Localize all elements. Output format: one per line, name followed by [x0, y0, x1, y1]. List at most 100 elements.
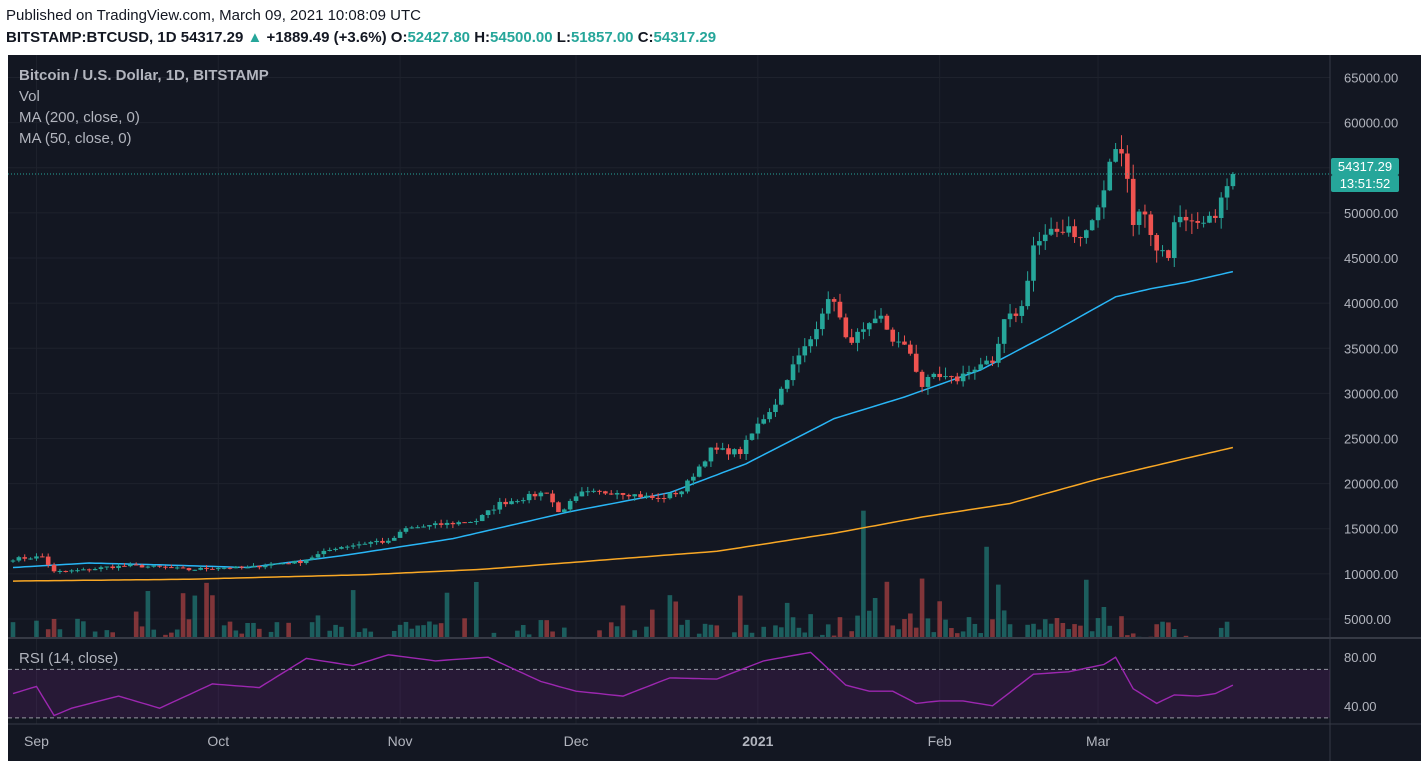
volume-bar [1101, 606, 1107, 637]
candle-body [104, 566, 110, 568]
volume-bar [491, 632, 497, 637]
candle-body [820, 313, 825, 330]
price-tick-label: 60000.00 [1344, 116, 1398, 131]
candle-body [872, 318, 878, 324]
volume-bar [415, 625, 420, 637]
candle-body [632, 494, 637, 497]
candle-body [755, 423, 761, 434]
volume-bar [743, 624, 749, 637]
candle-body [1166, 250, 1171, 258]
volume-bar [1001, 610, 1007, 637]
volume-bar [139, 626, 145, 637]
candle-body [978, 364, 984, 370]
volume-bar [350, 590, 356, 637]
legend-ma200[interactable]: MA (200, close, 0) [19, 109, 140, 126]
chart-frame[interactable]: 65000.0060000.0055000.0050000.0045000.00… [8, 55, 1421, 761]
volume-bar [1066, 629, 1071, 637]
candle-body [814, 329, 819, 340]
volume-bar [1054, 618, 1060, 637]
candle-body [409, 527, 415, 529]
volume-bar [673, 601, 679, 637]
volume-bar [192, 595, 198, 637]
candle-body [1083, 230, 1089, 238]
volume-bar [544, 620, 550, 637]
candle-body [192, 569, 198, 571]
candle-body [438, 523, 444, 525]
volume-bar [339, 626, 344, 637]
candle-body [1213, 215, 1218, 218]
candle-body [262, 565, 268, 568]
volume-bar [749, 632, 755, 637]
candle-body [92, 569, 98, 571]
volume-bar [890, 625, 896, 637]
candle-body [174, 567, 180, 569]
volume-bar [708, 624, 714, 637]
volume-bar [562, 627, 567, 637]
candle-body [151, 565, 157, 567]
volume-bar [714, 625, 720, 637]
candle-body [309, 557, 315, 560]
volume-bar [831, 635, 837, 637]
volume-bar [773, 625, 778, 637]
candle-body [573, 496, 579, 501]
last-price: 54317.29 [180, 29, 244, 46]
candle-body [732, 449, 737, 455]
volume-bar [884, 581, 890, 637]
candle-body [303, 559, 309, 564]
volume-bar [403, 621, 409, 637]
legend-rsi[interactable]: RSI (14, close) [19, 650, 119, 667]
price-chart-svg[interactable]: 65000.0060000.0055000.0050000.0045000.00… [8, 55, 1421, 761]
candle-body [749, 433, 755, 440]
candle-body [1177, 216, 1183, 223]
volume-bar [45, 629, 51, 637]
candle-body [802, 346, 808, 356]
candle-body [368, 542, 374, 544]
price-tick-label: 65000.00 [1344, 71, 1398, 86]
volume-bar [632, 630, 637, 637]
volume-bar [1166, 622, 1171, 637]
volume-bar [145, 591, 151, 637]
volume-bar [931, 632, 937, 637]
price-tick-label: 30000.00 [1344, 386, 1398, 401]
volume-bar [204, 582, 209, 637]
volume-bar [732, 632, 737, 637]
candle-body [1078, 237, 1083, 239]
candle-body [345, 546, 350, 548]
legend-ma50[interactable]: MA (50, close, 0) [19, 130, 132, 147]
candle-body [673, 492, 679, 495]
volume-bar [861, 510, 866, 637]
volume-bar [1042, 619, 1048, 637]
price-tick-label: 20000.00 [1344, 477, 1398, 492]
candle-body [180, 567, 186, 569]
symbol-name[interactable]: BITSTAMP:BTCUSD, 1D [6, 29, 177, 46]
candle-body [403, 528, 409, 532]
candle-body [743, 439, 749, 455]
candle-body [767, 412, 772, 420]
candle-body [708, 447, 714, 462]
high-label: H: [474, 29, 491, 46]
legend-vol[interactable]: Vol [19, 88, 40, 105]
open-value: 52427.80 [407, 29, 471, 46]
candle-body [391, 537, 397, 541]
volume-bar [790, 617, 796, 637]
candle-body [737, 449, 743, 455]
candle-body [356, 544, 362, 546]
volume-bar [444, 592, 450, 637]
candle-body [608, 493, 614, 495]
candle-body [579, 491, 585, 497]
candle-body [849, 337, 854, 343]
ma50-line [12, 270, 1234, 569]
candle-body [996, 343, 1001, 363]
volume-bar [1072, 624, 1077, 637]
candle-body [896, 341, 901, 343]
candle-body [509, 501, 514, 505]
candle-body [1224, 186, 1230, 198]
candle-body [532, 493, 538, 497]
candle-body [614, 493, 620, 495]
candle-body [432, 523, 438, 526]
candle-body [562, 509, 567, 513]
volume-bar [104, 630, 110, 637]
volume-bar [1171, 628, 1177, 637]
volume-bar [286, 622, 291, 637]
candle-body [855, 331, 860, 343]
